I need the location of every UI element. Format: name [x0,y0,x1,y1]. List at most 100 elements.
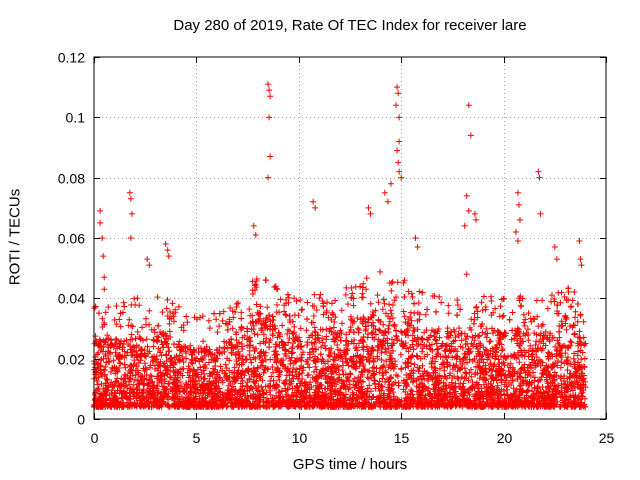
data-point [298,307,305,314]
data-point [261,322,268,329]
data-point [250,354,257,361]
data-point [227,341,234,348]
data-point [465,397,472,404]
data-point [445,310,452,317]
data-point [428,327,435,334]
data-point [414,334,421,341]
data-point [400,308,407,315]
data-point [319,339,326,346]
data-point [557,364,564,371]
data-point [566,323,573,330]
data-point [562,313,569,320]
data-point [534,313,541,320]
data-point [224,355,231,362]
data-point [162,335,169,342]
data-point [153,338,160,345]
data-point [102,309,109,316]
data-point [287,319,294,326]
data-point [436,293,443,300]
data-point [323,326,330,333]
data-point [417,355,424,362]
data-point [434,351,441,358]
data-point [443,354,450,361]
data-point [118,390,125,397]
data-point [292,357,299,364]
data-point [353,363,360,370]
data-point [346,370,353,377]
data-point [243,382,250,389]
data-point [341,395,348,402]
data-point [469,333,476,340]
data-point [292,369,299,376]
data-point [480,293,487,300]
data-point [235,399,242,406]
data-point [297,325,304,332]
data-point [407,372,414,379]
data-point [279,361,286,368]
data-point [486,365,493,372]
data-point [389,278,396,285]
data-point [347,324,354,331]
data-point [387,350,394,357]
data-point [123,352,130,359]
data-point [557,403,564,410]
data-point [487,361,494,368]
data-point [142,315,149,322]
data-point [568,339,575,346]
data-point [458,337,465,344]
data-point [561,342,568,349]
data-point [290,393,297,400]
data-point [185,363,192,370]
data-point [387,396,394,403]
data-point [454,297,461,304]
data-point [407,344,414,351]
data-point [268,373,275,380]
data-point [338,307,345,314]
data-point [319,400,326,407]
data-point [179,354,186,361]
data-point [191,314,198,321]
data-point [166,328,173,335]
data-point [101,367,108,374]
data-point [311,291,318,298]
data-point [164,313,171,320]
data-point [187,402,194,409]
data-point [337,395,344,402]
data-point [158,338,165,345]
data-point [276,377,283,384]
data-point [556,334,563,341]
data-point [393,333,400,340]
data-point [167,309,174,316]
data-point [176,357,183,364]
data-point [319,356,326,363]
data-point [444,328,451,335]
data-point [492,305,499,312]
data-point [161,362,168,369]
data-point [569,297,576,304]
data-point [366,382,373,389]
data-point [150,390,157,397]
data-point [572,392,579,399]
data-point [201,363,208,370]
data-point [294,343,301,350]
data-point [224,345,231,352]
data-point [129,349,136,356]
data-point [183,313,190,320]
data-point [183,349,190,356]
data-point [494,382,501,389]
data-point [529,348,536,355]
data-point [388,310,395,317]
data-point [129,336,136,343]
data-point [535,378,542,385]
data-point [339,320,346,327]
data-point [390,363,397,370]
data-point [382,348,389,355]
data-point [404,391,411,398]
data-point [141,381,148,388]
data-point [317,381,324,388]
data-point [527,373,534,380]
data-point [272,343,279,350]
data-point [476,348,483,355]
data-point [442,373,449,380]
data-point [391,321,398,328]
